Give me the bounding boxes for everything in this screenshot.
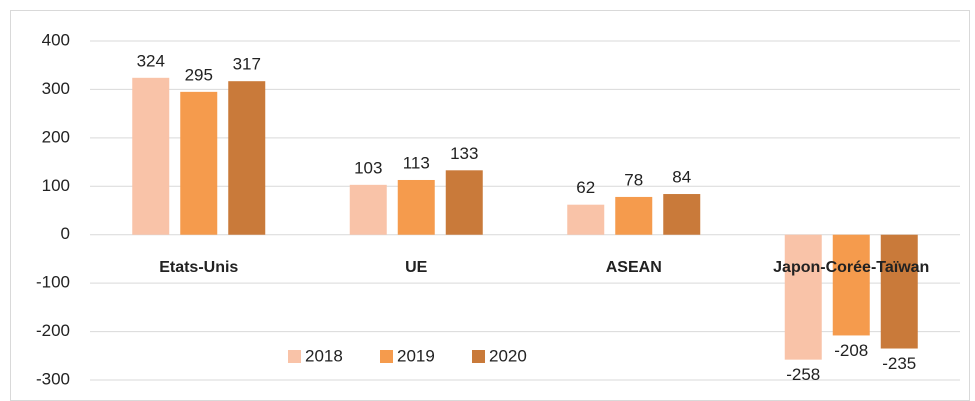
legend-label: 2018 [305, 346, 343, 365]
legend-label: 2019 [397, 346, 435, 365]
bar [663, 194, 701, 235]
legend-swatch [380, 350, 393, 363]
y-tick-label: 100 [42, 176, 70, 195]
data-label: -208 [834, 341, 868, 360]
data-label: 295 [185, 65, 213, 84]
data-label: 84 [672, 168, 691, 187]
data-label: 62 [576, 178, 595, 197]
y-tick-label: 400 [42, 30, 70, 49]
bar [349, 184, 387, 235]
data-label: 103 [354, 158, 382, 177]
bar [567, 204, 605, 235]
data-label: 133 [450, 144, 478, 163]
x-tick-label: UE [405, 259, 428, 276]
bar [615, 196, 653, 235]
data-label: 78 [624, 170, 643, 189]
y-tick-label: 0 [61, 224, 70, 243]
bar [397, 179, 435, 235]
data-label: 324 [137, 51, 165, 70]
y-tick-label: 300 [42, 79, 70, 98]
data-label: -258 [786, 365, 820, 384]
legend-label: 2020 [489, 346, 527, 365]
legend-swatch [288, 350, 301, 363]
data-label: 113 [403, 153, 430, 172]
x-tick-label: Japon-Corée-Taïwan [773, 259, 929, 276]
x-tick-label: ASEAN [606, 259, 662, 276]
bar [880, 234, 918, 349]
x-tick-label: Etats-Unis [159, 259, 238, 276]
bar [784, 234, 822, 360]
legend-swatch [472, 350, 485, 363]
bar [180, 91, 218, 235]
y-tick-label: -300 [36, 369, 70, 388]
data-label: -235 [882, 354, 916, 373]
bar [832, 234, 870, 336]
bar [445, 170, 483, 235]
bar [132, 77, 170, 235]
data-label: 317 [233, 55, 261, 74]
y-tick-label: 200 [42, 127, 70, 146]
bar [228, 81, 266, 235]
y-tick-label: -100 [36, 273, 70, 292]
y-tick-label: -200 [36, 321, 70, 340]
